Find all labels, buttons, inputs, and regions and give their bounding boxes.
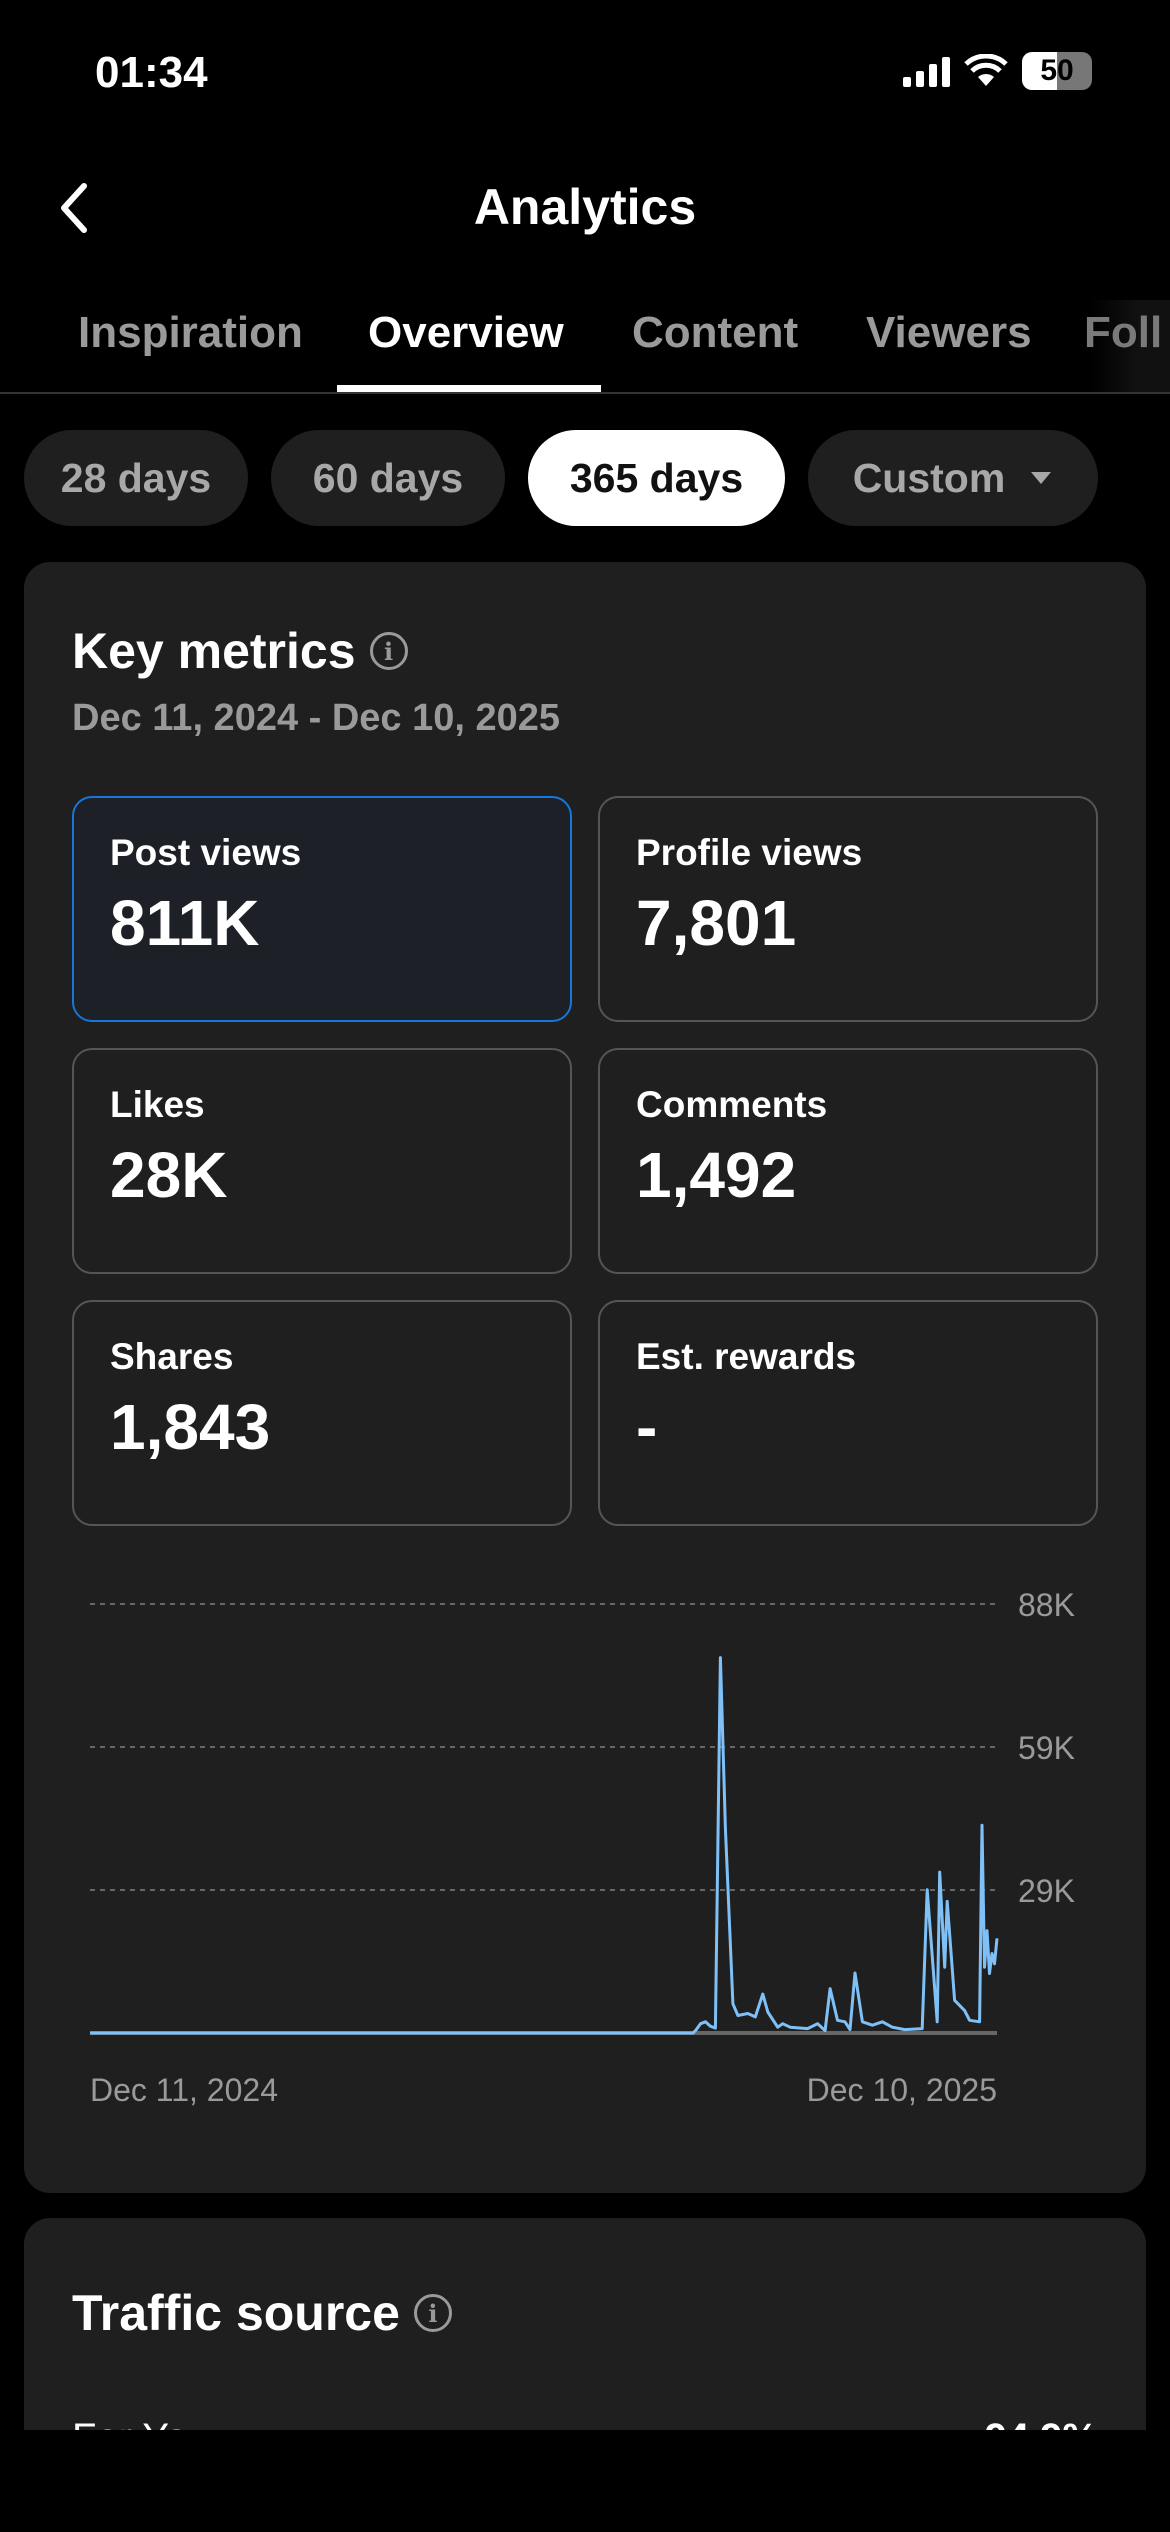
metric-shares[interactable]: Shares 1,843 xyxy=(72,1300,572,1526)
traffic-row-for-you: For You 94.9% xyxy=(72,2416,1098,2430)
chip-label: Custom xyxy=(852,454,1006,501)
post-views-chart[interactable]: 29K 59K 88K Dec 11, 2024 Dec 10, 2025 xyxy=(24,562,1146,2193)
tab-overview[interactable]: Overview xyxy=(368,308,564,357)
metric-label: Likes xyxy=(110,1084,205,1125)
tab-bar: Inspiration Overview Content Viewers Fol… xyxy=(0,300,1170,394)
signal-icon xyxy=(903,55,950,87)
chip-label: 60 days xyxy=(312,454,464,501)
info-icon[interactable]: i xyxy=(369,632,408,670)
metric-value: 28K xyxy=(110,1139,228,1211)
caret-down-icon xyxy=(1031,472,1052,484)
key-metrics-card: Key metrics i Dec 11, 2024 - Dec 10, 2025… xyxy=(24,562,1146,2193)
chevron-left-icon[interactable] xyxy=(48,178,108,238)
metric-label: Shares xyxy=(110,1336,234,1377)
metric-est-rewards[interactable]: Est. rewards - xyxy=(598,1300,1098,1526)
status-time: 01:34 xyxy=(95,48,208,97)
post-views-line xyxy=(90,1656,999,2035)
tab-underline xyxy=(337,385,601,392)
date-range: Dec 11, 2024 - Dec 10, 2025 xyxy=(72,697,561,739)
page-title: Analytics xyxy=(473,179,697,235)
battery-icon: 50 xyxy=(1022,52,1092,90)
tab-viewers[interactable]: Viewers xyxy=(866,308,1032,357)
chip-label: 365 days xyxy=(569,454,744,501)
range-custom-dropdown[interactable]: Custom xyxy=(808,430,1098,526)
tab-fade xyxy=(1090,300,1170,392)
metric-value: 1,843 xyxy=(110,1391,271,1463)
status-icons: 50 xyxy=(903,52,1092,90)
metric-post-views[interactable]: Post views 811K xyxy=(72,796,572,1022)
range-365-days[interactable]: 365 days xyxy=(528,430,785,526)
wifi-icon xyxy=(964,54,1008,86)
metric-likes[interactable]: Likes 28K xyxy=(72,1048,572,1274)
key-metrics-title: Key metrics xyxy=(72,623,356,679)
metric-value: 1,492 xyxy=(636,1139,797,1211)
metric-label: Profile views xyxy=(636,832,863,873)
traffic-source-heading: Traffic source i xyxy=(72,2284,452,2342)
traffic-source-title: Traffic source xyxy=(72,2285,400,2341)
x-tick-label-end: Dec 10, 2025 xyxy=(807,2072,997,2108)
metric-value: 811K xyxy=(110,887,260,959)
x-tick-label-start: Dec 11, 2024 xyxy=(90,2072,278,2108)
tab-inspiration[interactable]: Inspiration xyxy=(78,308,303,357)
range-60-days[interactable]: 60 days xyxy=(271,430,505,526)
info-icon[interactable]: i xyxy=(413,2294,452,2332)
metric-label: Post views xyxy=(110,832,302,873)
tab-followers[interactable]: Foll xyxy=(1084,308,1163,357)
range-28-days[interactable]: 28 days xyxy=(24,430,248,526)
chip-label: 28 days xyxy=(60,454,212,501)
metric-label: Est. rewards xyxy=(636,1336,857,1377)
key-metrics-heading: Key metrics i xyxy=(72,622,408,680)
metric-value: 7,801 xyxy=(636,887,797,959)
metric-comments[interactable]: Comments 1,492 xyxy=(598,1048,1098,1274)
metric-value: - xyxy=(636,1391,658,1463)
tab-content[interactable]: Content xyxy=(632,308,799,357)
y-tick-label: 88K xyxy=(1018,1587,1075,1623)
y-tick-label: 59K xyxy=(1018,1730,1075,1766)
metric-profile-views[interactable]: Profile views 7,801 xyxy=(598,796,1098,1022)
traffic-source-card: Traffic source i For You 94.9% xyxy=(24,2218,1146,2430)
metric-label: Comments xyxy=(636,1084,828,1125)
y-tick-label: 29K xyxy=(1018,1873,1075,1909)
traffic-label: For You xyxy=(72,2416,210,2430)
traffic-value: 94.9% xyxy=(985,2416,1098,2430)
